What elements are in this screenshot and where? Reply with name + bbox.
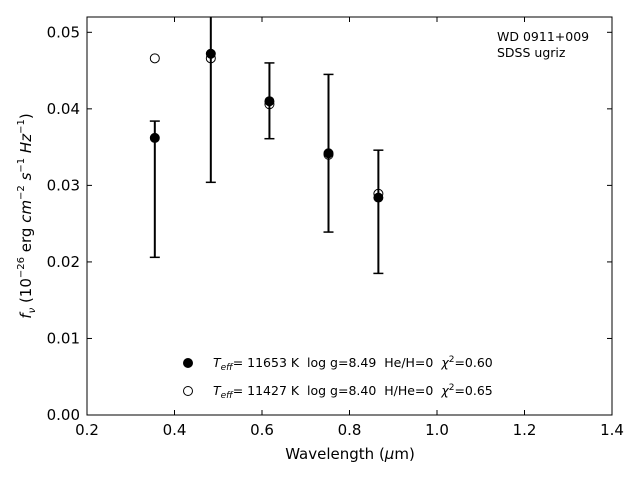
x-axis-title: Wavelength (μm) — [285, 445, 415, 463]
model-point-filled — [373, 192, 384, 203]
legend-entry-1-params: = 11653 K log g=8.49 He/H=0 — [233, 355, 442, 370]
model-point-open — [323, 149, 334, 160]
x-tick-label: 0.2 — [75, 421, 99, 439]
y-tick-label: 0.01 — [47, 329, 80, 347]
legend-entry-2-chi: =0.65 — [454, 383, 492, 398]
legend: Teff= 11653 K log g=8.49 He/H=0 χ2=0.60 … — [183, 355, 493, 401]
y-axis-title: fν (10−26 erg cm−2 s−1 Hz−1) — [16, 113, 38, 318]
annotation-object-name: WD 0911+009 — [497, 29, 589, 44]
legend-entry-1-chi: =0.60 — [454, 355, 492, 370]
legend-marker-open — [183, 386, 193, 396]
y-tick-label: 0.04 — [47, 100, 80, 118]
legend-entry-1: Teff= 11653 K log g=8.49 He/H=0 χ2=0.60 — [213, 355, 493, 373]
legend-marker-filled — [183, 358, 193, 368]
ticks-layer: 0.2 0.4 0.6 0.8 1.0 1.2 1.4 0.00 0.01 0.02 0.03 0.0… — [47, 17, 624, 439]
legend-entry-2-params: = 11427 K log g=8.40 H/He=0 — [233, 383, 442, 398]
plot-frame — [86, 16, 613, 416]
y-tick-label: 0.00 — [47, 406, 80, 424]
model-point-filled — [264, 96, 275, 107]
legend-entry-2: Teff= 11427 K log g=8.40 H/He=0 χ2=0.65 — [213, 383, 493, 401]
error-bars — [149, 17, 384, 275]
x-tick-label: 0.8 — [338, 421, 362, 439]
y-tick-label: 0.02 — [47, 253, 80, 271]
y-tick-label: 0.05 — [47, 23, 80, 41]
x-tick-label: 1.2 — [513, 421, 537, 439]
y-tick-label: 0.03 — [47, 176, 80, 194]
x-tick-label: 1.4 — [600, 421, 624, 439]
x-tick-label: 1.0 — [425, 421, 449, 439]
model-point-open — [205, 53, 216, 64]
annotation-survey: SDSS ugriz — [497, 45, 566, 60]
model-point-open — [149, 53, 160, 64]
model-point-open — [373, 188, 384, 199]
data-points — [149, 48, 384, 203]
x-tick-label: 0.6 — [250, 421, 274, 439]
model-point-filled — [149, 132, 160, 143]
model-point-open — [264, 99, 275, 110]
x-tick-label: 0.4 — [163, 421, 187, 439]
